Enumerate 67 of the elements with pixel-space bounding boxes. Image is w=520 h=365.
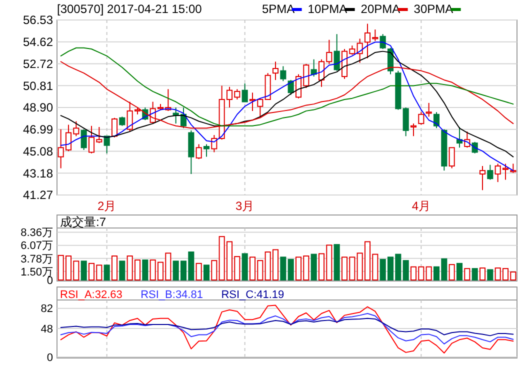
- x-tick-label: 2月: [97, 199, 116, 213]
- bar: [280, 256, 286, 280]
- y-tick-label: 46.99: [22, 122, 54, 137]
- y-tick-label: 82: [40, 303, 53, 316]
- bar: [487, 269, 494, 280]
- candlestick: [402, 107, 409, 137]
- legend-label: 5PMA: [262, 2, 295, 16]
- y-tick-label: 41.27: [22, 188, 54, 202]
- candlestick: [111, 117, 118, 138]
- y-tick-label: 56.53: [22, 13, 54, 28]
- bar: [142, 260, 148, 280]
- y-tick-label: 50.81: [22, 78, 54, 93]
- bar: [203, 264, 210, 280]
- candlestick: [104, 136, 110, 154]
- line-series: [60, 304, 514, 354]
- y-tick-label: 48.90: [22, 100, 54, 115]
- candlestick: [334, 34, 340, 72]
- candlestick: [426, 102, 432, 118]
- bar: [456, 262, 463, 280]
- candlestick: [410, 123, 417, 137]
- legend-label: 10PMA: [308, 2, 348, 16]
- y-tick-label: 6.07万: [20, 240, 53, 252]
- y-tick-label: 0: [46, 352, 53, 364]
- bar: [119, 260, 126, 280]
- bar: [242, 253, 248, 280]
- candlestick: [448, 147, 455, 169]
- candlestick: [257, 98, 264, 118]
- legend-label: 30PMA: [414, 2, 454, 16]
- line-series: [60, 312, 514, 344]
- chart-title: [300570] 2017-04-21 15:00: [57, 2, 202, 16]
- bar: [334, 244, 340, 280]
- candlestick: [272, 61, 279, 80]
- y-tick-label: 48: [40, 323, 53, 336]
- candlestick: [479, 165, 486, 191]
- legend-label: 20PMA: [360, 2, 400, 16]
- bar: [288, 258, 294, 280]
- candlestick: [196, 144, 202, 160]
- y-tick-label: 54.62: [22, 35, 54, 50]
- candlestick: [418, 112, 424, 126]
- bar: [402, 260, 409, 280]
- candlestick: [119, 116, 126, 126]
- candlestick: [80, 128, 87, 150]
- y-tick-label: 8.36万: [20, 227, 53, 240]
- series-label: RSI_A:32.63: [60, 289, 122, 301]
- bar: [104, 264, 110, 280]
- candlestick: [280, 66, 286, 82]
- y-tick-label: 1.50万: [20, 266, 53, 278]
- x-tick-label: 3月: [235, 199, 254, 213]
- candlestick: [433, 112, 440, 129]
- series-label: RSI_C:41.19: [221, 289, 284, 301]
- bar: [80, 260, 87, 280]
- line-series: [60, 318, 514, 336]
- y-tick-label: 3.78万: [20, 253, 53, 266]
- candlestick: [380, 34, 386, 50]
- chart-title: 成交量:7: [60, 215, 106, 229]
- line-series: [60, 47, 514, 126]
- y-tick-label: 45.08: [22, 144, 54, 159]
- candlestick: [242, 82, 248, 102]
- y-tick-label: 52.72: [22, 56, 54, 71]
- y-tick-label: 43.18: [22, 166, 54, 180]
- bar: [472, 268, 478, 280]
- x-tick-label: 4月: [412, 199, 431, 213]
- text: RSI_B:34.81: [140, 289, 203, 301]
- candlestick: [203, 144, 210, 158]
- bar: [310, 254, 317, 280]
- candlestick: [487, 164, 494, 180]
- candlestick: [211, 134, 218, 153]
